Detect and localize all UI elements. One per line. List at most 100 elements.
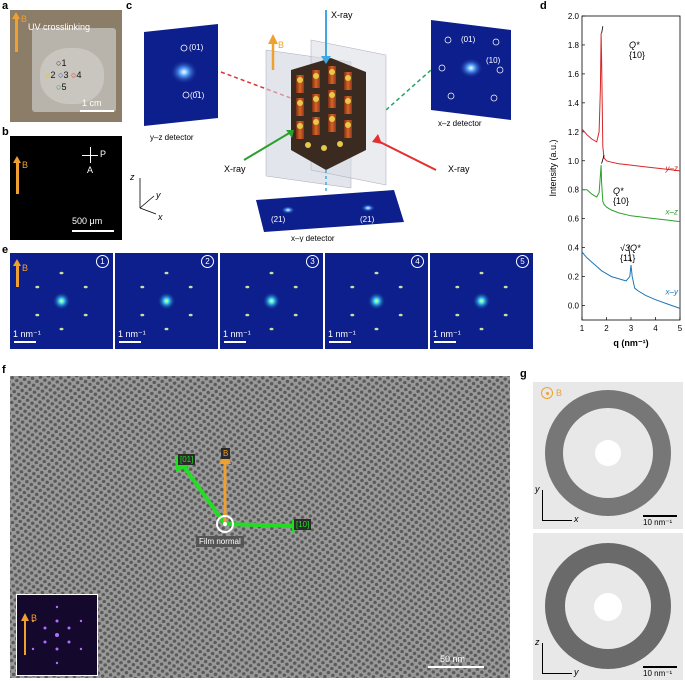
y-tick-label: 0.8 — [568, 186, 580, 195]
field-arrow-head — [12, 12, 20, 19]
spot-3: ○3 — [58, 70, 69, 80]
uv-title: UV crosslinking — [28, 22, 91, 32]
series-label-1: x–z — [665, 208, 678, 217]
panel-label-b: b — [2, 126, 9, 138]
scale-bar — [80, 110, 114, 112]
series-label-2: x–y — [665, 287, 679, 296]
spot-1: ○1 — [56, 58, 67, 68]
peak-xy-index: {11} — [620, 253, 636, 263]
y-tick-label: 1.4 — [568, 99, 580, 108]
peak-pointer — [601, 26, 604, 34]
panel-label-a: a — [2, 0, 9, 12]
xz-peak-2: (10) — [486, 56, 501, 65]
uv-crosslinked-disk — [40, 48, 104, 104]
panel-label-g: g — [520, 368, 527, 380]
scale-label: 1 cm — [82, 98, 102, 108]
panel-f-tem: [01] [10] B Film normal B 50 nm — [10, 376, 510, 678]
scale-bar — [643, 666, 677, 668]
axis-z: z — [535, 637, 540, 647]
x-tick-label: 1 — [580, 324, 585, 333]
axis-line-x — [542, 520, 572, 521]
saxs-frame: 3 1 nm⁻¹ — [220, 253, 323, 349]
frame-number: 1 — [96, 255, 109, 268]
scale-bar — [643, 515, 677, 517]
arrow-01 — [180, 462, 227, 526]
y-axis-label: Intensity (a.u.) — [548, 139, 558, 196]
axis-x: x — [157, 212, 163, 222]
peak-yz-label: Q* — [629, 40, 640, 50]
axis-x: x — [574, 514, 579, 524]
peak-pointer — [628, 246, 632, 263]
scale-label: 1 nm⁻¹ — [328, 329, 356, 339]
scale-bar — [14, 341, 36, 343]
y-tick-label: 1.2 — [568, 128, 580, 137]
axis-z: z — [129, 172, 135, 182]
scale-bar — [434, 341, 456, 343]
panel-c-schematic: (01) (0̅1) y–z detector (01) (10) x–z de… — [129, 10, 511, 242]
y-tick-label: 1.8 — [568, 41, 580, 50]
panel-d-chart: 0.0 0.2 0.4 0.6 0.8 1.0 1.2 1.4 1.6 1.8 2.0 1 2 3 4 5 q … — [548, 12, 683, 348]
field-arrow-head — [13, 156, 21, 163]
spot-5: ○5 — [56, 82, 67, 92]
xray-right-label: X-ray — [448, 164, 470, 174]
x-tick-label: 5 — [678, 324, 683, 333]
saxs-frame: 5 1 nm⁻¹ — [430, 253, 533, 349]
inset-field-label: B — [31, 613, 38, 623]
axis-line-y — [542, 490, 543, 520]
y-tick-label: 1.0 — [568, 157, 580, 166]
panel-b-pom: B P A 500 μm — [10, 136, 122, 240]
field-dot — [545, 391, 549, 395]
frame-number: 5 — [516, 255, 529, 268]
frame-number: 2 — [201, 255, 214, 268]
y-tick-label: 0.6 — [568, 215, 580, 224]
x-tick-label: 3 — [629, 324, 634, 333]
peak-yz-index: {10} — [629, 50, 646, 60]
polarizer-label: P — [100, 149, 107, 159]
arrow-10 — [224, 522, 296, 528]
scale-bar — [119, 341, 141, 343]
field-arrow — [16, 162, 19, 194]
y-tick-label: 1.6 — [568, 70, 580, 79]
peak-xz-index: {10} — [613, 196, 630, 206]
xz-beam — [385, 69, 432, 111]
field-arrow — [15, 16, 18, 52]
xz-peak-1: (01) — [461, 35, 476, 44]
x-tick-label: 2 — [604, 324, 609, 333]
field-arrow-head — [13, 259, 21, 266]
xy-detector-label: x–y detector — [291, 234, 335, 242]
panel-g-bottom: z y 10 nm⁻¹ — [533, 533, 683, 680]
x-tick-label: 4 — [653, 324, 658, 333]
axis-y: y — [535, 484, 540, 494]
y-tick-label: 0.0 — [568, 302, 580, 311]
field-label: B — [21, 14, 28, 24]
axis-y: y — [155, 190, 161, 200]
field-label: B — [278, 40, 284, 50]
field-arrow — [16, 265, 19, 287]
xy-peak-2: (21) — [360, 215, 375, 224]
saxs-frame: 4 1 nm⁻¹ — [325, 253, 428, 349]
scale-bar — [72, 230, 114, 232]
scale-label: 10 nm⁻¹ — [643, 518, 673, 527]
panel-g-top: B y x 10 nm⁻¹ — [533, 382, 683, 529]
scale-label: 500 μm — [72, 216, 103, 226]
y-tick-label: 2.0 — [568, 12, 580, 21]
xz-detector-label: x–z detector — [438, 119, 482, 128]
field-out-of-plane-icon — [541, 387, 553, 399]
label-B: B — [221, 448, 231, 459]
yz-detector — [144, 24, 218, 126]
scale-label: 1 nm⁻¹ — [13, 329, 41, 339]
analyzer-line — [90, 147, 91, 163]
saxs-frame: 2 1 nm⁻¹ — [115, 253, 218, 349]
x-axis-label: q (nm⁻¹) — [613, 338, 648, 348]
yz-detector-label: y–z detector — [150, 133, 194, 142]
frame-number: 3 — [306, 255, 319, 268]
peak-xz-label: Q* — [613, 186, 624, 196]
panel-label-d: d — [540, 0, 547, 12]
xray-left-label: X-ray — [224, 164, 246, 174]
fft-inset: B — [16, 594, 98, 676]
xray-left-beam — [243, 131, 292, 161]
analyzer-label: A — [87, 165, 94, 175]
y-tick-label: 0.4 — [568, 244, 580, 253]
spot-4: ○4 — [71, 70, 82, 80]
axis-y: y — [574, 667, 579, 677]
